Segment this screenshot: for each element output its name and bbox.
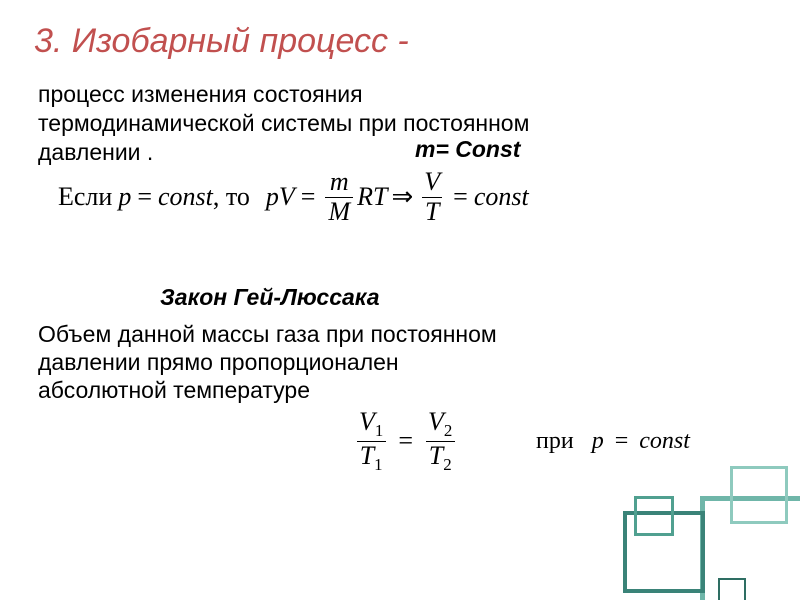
eq1-lhs: pV [266,182,295,212]
eq1-prefix: Если [58,182,112,212]
eq1-then: то [226,182,250,212]
arrow-icon: ⇒ [387,182,417,212]
law-statement-line2: давлении прямо пропорционален [38,348,718,377]
eq1-cond-lhs: p [118,182,131,212]
eq2-cond-rhs: const [639,428,690,454]
eq1-cond-rhs: const [158,182,213,212]
law-statement-line1: Объем данной массы газа при постоянном [38,320,718,349]
eq1-frac2: V T [421,168,443,226]
eq1-frac1: m M [325,168,353,226]
deco-square [730,466,788,524]
law-statement-line3: абсолютной температуре [38,376,718,405]
law-name: Закон Гей-Люссака [160,283,380,312]
eq2-frac1: V1 T1 [356,408,386,475]
eq2-frac2: V2 T2 [425,408,455,475]
equation-main: Если p = const , то pV = m M RT ⇒ V T = … [58,168,529,226]
deco-square [634,496,674,536]
eq1-final: const [474,182,529,212]
eq2-cond-lhs: p [592,428,604,454]
eq2-cond-prefix: при [536,428,574,454]
slide-title: 3. Изобарный процесс - [34,22,409,61]
equation-condition: при p = const [536,428,690,455]
deco-square [718,578,746,600]
mass-const: m= Const [415,135,520,164]
eq1-rt: RT [357,182,387,212]
title-text: 3. Изобарный процесс - [34,22,409,60]
corner-decoration [608,457,794,600]
equation-ratio: V1 T1 = V2 T2 [352,408,459,475]
